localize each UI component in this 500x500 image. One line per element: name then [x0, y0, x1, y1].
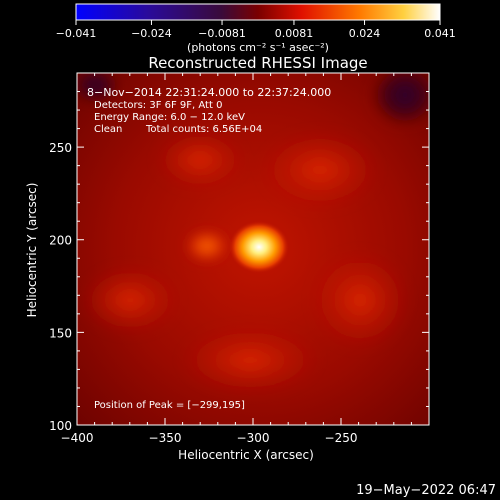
clean-label: Clean: [94, 124, 122, 135]
emission-blob: [80, 265, 180, 335]
colorbar-tick-label: 0.041: [424, 27, 456, 40]
chart-title: Reconstructed RHESSI Image: [148, 54, 367, 72]
x-tick-label: −350: [149, 431, 182, 445]
emission-blob: [260, 130, 380, 210]
footer-timestamp: 19−May−2022 06:47: [356, 483, 496, 498]
colorbar-tick-label: −0.041: [56, 27, 97, 40]
y-tick-label: 200: [49, 234, 72, 248]
emission-blob: [155, 130, 245, 190]
total-counts-text: Total counts: 6.56E+04: [145, 124, 262, 135]
x-tick-label: −250: [325, 431, 358, 445]
colorbar-gradient: [75, 3, 441, 21]
colorbar-tick-label: −0.024: [131, 27, 172, 40]
dark-region: [370, 73, 429, 127]
y-tick-label: 250: [49, 141, 72, 155]
colorbar-units: (photons cm⁻² s⁻¹ asec⁻²): [187, 41, 329, 54]
colorbar: −0.041 −0.024 −0.0081 0.0081 0.024 0.041 (pho…: [56, 3, 456, 54]
colorbar-tick-label: 0.0081: [275, 27, 314, 40]
x-tick-label: −400: [61, 431, 94, 445]
annotation-block: 8−Nov−2014 22:31:24.000 to 22:37:24.000 …: [87, 86, 331, 411]
emission-blob: [310, 250, 410, 350]
y-axis-label: Heliocentric Y (arcsec): [25, 183, 39, 318]
heatmap-image: [77, 73, 429, 425]
secondary-source: [185, 230, 229, 262]
x-tick-label: −300: [237, 431, 270, 445]
energy-range-text: Energy Range: 6.0 − 12.0 keV: [94, 112, 245, 123]
colorbar-tick-label: 0.024: [349, 27, 381, 40]
emission-blob: [180, 325, 320, 395]
detectors-text: Detectors: 3F 6F 9F, Att 0: [94, 100, 222, 111]
peak-source: [229, 221, 289, 273]
dark-region: [77, 73, 120, 103]
y-tick-label: 150: [49, 326, 72, 340]
peak-position-text: Position of Peak = [−299,195]: [94, 400, 245, 411]
time-range-text: 8−Nov−2014 22:31:24.000 to 22:37:24.000: [87, 86, 331, 99]
y-tick-label: 100: [49, 419, 72, 433]
colorbar-tick-label: −0.0081: [198, 27, 246, 40]
x-axis-label: Heliocentric X (arcsec): [178, 448, 314, 462]
